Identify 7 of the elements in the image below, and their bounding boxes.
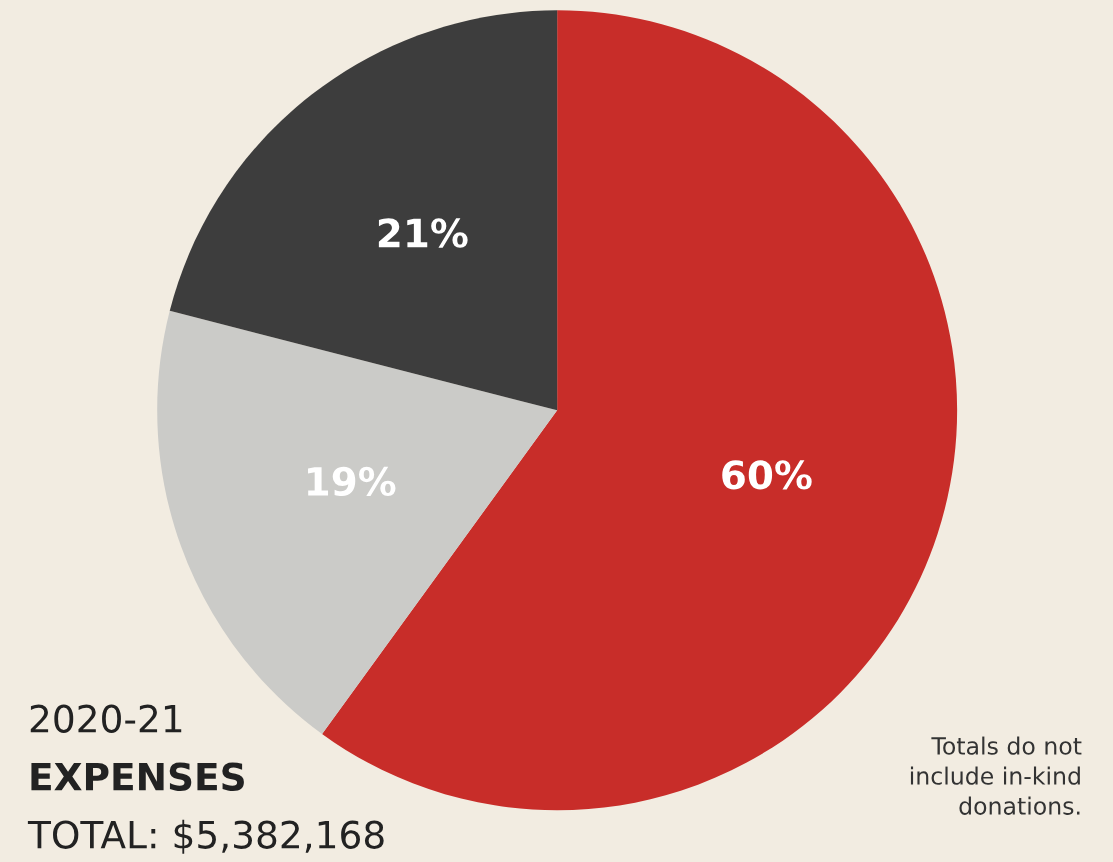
text: 2020-21	[30, 704, 182, 733]
text: Totals do not include in-kind donations.	[910, 736, 1082, 815]
data-label: 21%	[378, 218, 468, 248]
text: EXPENSES	[31, 762, 244, 791]
pie-slice	[169, 10, 558, 411]
text: TOTAL: $5,382,168	[27, 819, 384, 854]
data-label: 60%	[722, 460, 812, 490]
